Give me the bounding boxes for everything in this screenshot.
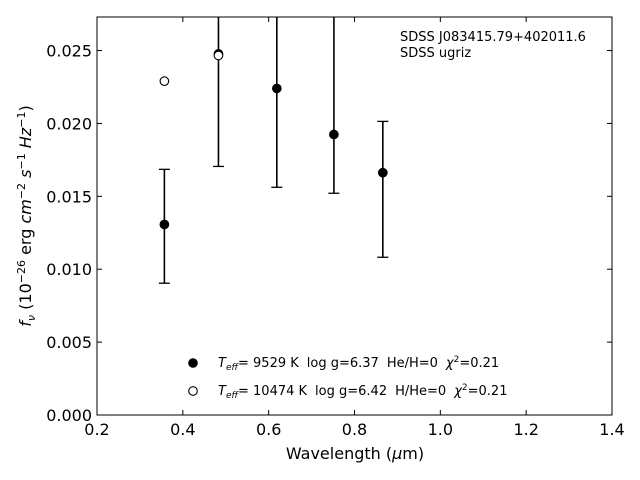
y-tick-label: 0.005 (46, 333, 92, 352)
y-tick-label: 0.015 (46, 187, 92, 206)
data-points (159, 49, 388, 230)
x-tick-label: 0.4 (170, 420, 195, 439)
x-axis-ticks: 0.2 0.4 0.6 0.8 1.0 1.2 1.4 (84, 17, 625, 439)
x-tick-label: 1.0 (428, 420, 453, 439)
x-tick-label: 0.6 (256, 420, 281, 439)
annotation-survey: SDSS ugriz (400, 46, 471, 61)
model-point-filled (159, 219, 170, 230)
x-tick-label: 0.2 (84, 420, 109, 439)
y-tick-label: 0.000 (46, 406, 92, 425)
annotation-object-name: SDSS J083415.79+402011.6 (400, 30, 586, 45)
y-axis-label: fν (10−26 erg cm−2 s−1 Hz−1) (15, 105, 38, 326)
x-tick-label: 1.4 (599, 420, 624, 439)
x-axis-label: Wavelength (μm) (286, 444, 424, 463)
y-axis-ticks: 0.000 0.005 0.010 0.015 0.020 0.025 (46, 42, 612, 425)
model-point-filled (377, 167, 388, 178)
legend-marker-open (188, 386, 198, 396)
y-tick-label: 0.025 (46, 42, 92, 61)
x-tick-label: 0.8 (342, 420, 367, 439)
y-tick-label: 0.020 (46, 114, 92, 133)
x-tick-label: 1.2 (513, 420, 538, 439)
error-bars (158, 17, 389, 284)
model-point-open (159, 76, 170, 86)
model-point-filled (271, 83, 282, 94)
legend-marker-filled (188, 358, 198, 368)
model-point-open (213, 50, 224, 61)
model-point-filled (329, 129, 339, 140)
y-tick-label: 0.010 (46, 260, 92, 279)
